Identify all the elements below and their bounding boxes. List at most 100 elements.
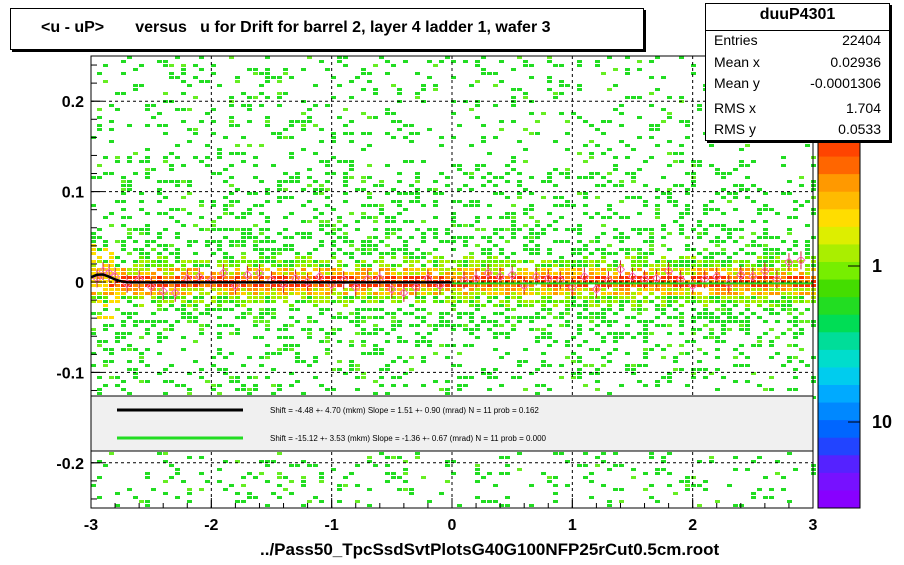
heat-cell [775,236,780,239]
heat-cell [313,152,318,155]
x-tick-label: -3 [84,517,98,534]
heat-cell [661,276,666,279]
heat-cell [469,320,474,323]
heat-cell [583,300,588,303]
heat-cell [265,324,270,327]
heat-cell [403,220,408,223]
heat-cell [283,292,288,295]
heat-cell [529,260,534,263]
heat-cell [655,316,660,319]
heat-cell [517,272,522,275]
heat-cell [493,256,498,259]
heat-cell [685,212,690,215]
heat-cell [583,452,588,455]
heat-cell [655,304,660,307]
heat-cell [271,352,276,355]
heat-cell [463,300,468,303]
heat-cell [325,204,330,207]
heat-cell [709,240,714,243]
heat-cell [505,284,510,287]
heat-cell [451,76,456,79]
heat-cell [631,300,636,303]
heat-cell [493,484,498,487]
heat-cell [91,328,96,331]
heat-cell [331,368,336,371]
heat-cell [223,252,228,255]
heat-cell [187,300,192,303]
heat-cell [127,252,132,255]
heat-cell [469,200,474,203]
heat-cell [181,288,186,291]
heat-cell [649,76,654,79]
heat-cell [553,452,558,455]
heat-cell [265,284,270,287]
heat-cell [679,216,684,219]
heat-cell [151,248,156,251]
heat-cell [535,312,540,315]
heat-cell [595,380,600,383]
heat-cell [655,468,660,471]
heat-cell [157,288,162,291]
heat-cell [691,284,696,287]
heat-cell [589,312,594,315]
heat-cell [349,96,354,99]
heat-cell [697,460,702,463]
heat-cell [355,320,360,323]
heat-cell [349,340,354,343]
heat-cell [271,312,276,315]
heat-cell [661,264,666,267]
heat-cell [661,256,666,259]
heat-cell [733,252,738,255]
heat-cell [733,184,738,187]
heat-cell [313,264,318,267]
heat-cell [697,264,702,267]
heat-cell [193,76,198,79]
heat-cell [463,264,468,267]
heat-cell [649,288,654,291]
heat-cell [505,352,510,355]
heat-cell [265,260,270,263]
heat-cell [247,376,252,379]
heat-cell [259,228,264,231]
heat-cell [577,272,582,275]
heat-cell [271,308,276,311]
heat-cell [607,332,612,335]
color-scale-band [818,262,860,281]
heat-cell [703,296,708,299]
heat-cell [187,392,192,395]
heat-cell [805,320,810,323]
heat-cell [175,180,180,183]
heat-cell [757,336,762,339]
heat-cell [739,324,744,327]
heat-cell [283,236,288,239]
heat-cell [649,276,654,279]
heat-cell [661,244,666,247]
heat-cell [691,372,696,375]
heat-cell [763,268,768,271]
heat-cell [433,264,438,267]
heat-cell [415,176,420,179]
heat-cell [289,156,294,159]
heat-cell [265,116,270,119]
heat-cell [469,292,474,295]
heat-cell [283,172,288,175]
heat-cell [583,464,588,467]
heat-cell [745,380,750,383]
heat-cell [505,264,510,267]
heat-cell [409,264,414,267]
heat-cell [199,204,204,207]
heat-cell [211,252,216,255]
heat-cell [625,324,630,327]
heat-cell [211,240,216,243]
heat-cell [277,76,282,79]
heat-cell [217,264,222,267]
heat-cell [763,476,768,479]
heat-cell [403,480,408,483]
heat-cell [739,328,744,331]
heat-cell [421,240,426,243]
heat-cell [199,332,204,335]
heat-cell [487,252,492,255]
heat-cell [253,240,258,243]
heat-cell [661,376,666,379]
heat-cell [397,236,402,239]
